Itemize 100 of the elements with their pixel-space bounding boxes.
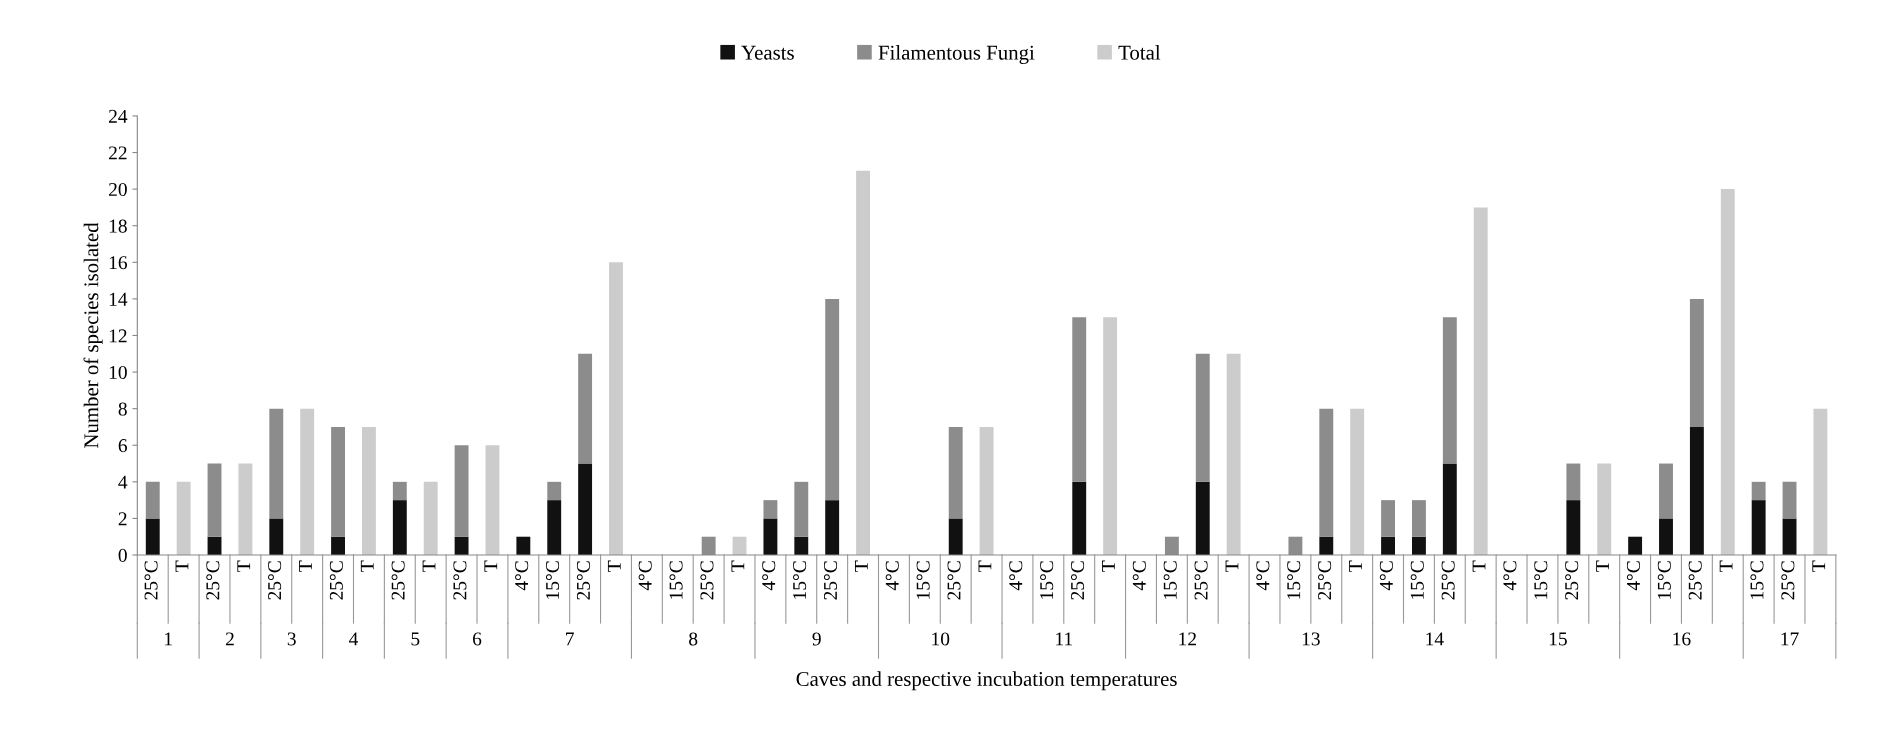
bar xyxy=(1720,189,1735,556)
x-tick-label: 25°C xyxy=(1194,561,1208,600)
x-tick-label: T xyxy=(299,560,312,572)
x-tick-label: T xyxy=(1102,560,1115,572)
x-tick-label: 4°C xyxy=(1009,561,1023,591)
x-tick-label: 25°C xyxy=(1070,561,1085,600)
bar xyxy=(145,481,160,519)
text: 14 xyxy=(1426,632,1444,646)
x-tick-label: 15°C xyxy=(1040,561,1054,599)
bar xyxy=(948,426,963,519)
text: 3 xyxy=(287,632,296,646)
bar xyxy=(1103,317,1118,556)
x-tick-label: 25°C xyxy=(206,561,220,600)
x-tick-label: 4°C xyxy=(1503,561,1517,591)
x-tick-label: 15°C xyxy=(1657,561,1671,599)
bar xyxy=(300,408,315,556)
bar xyxy=(331,426,345,537)
bar xyxy=(1319,536,1334,556)
x-tick-label: T xyxy=(360,560,374,572)
x-tick-label: T xyxy=(607,560,621,572)
x-tick-label: 4°C xyxy=(1256,561,1270,591)
x-tick-label: 4°C xyxy=(762,561,776,591)
y-tick-label: 20 xyxy=(109,182,127,197)
bar xyxy=(1659,518,1673,556)
y-tick-label: 12 xyxy=(109,329,127,343)
bar xyxy=(1751,500,1766,556)
x-tick-label: 15°C xyxy=(1287,561,1301,599)
bar xyxy=(1597,463,1612,556)
bar xyxy=(1782,481,1797,519)
x-tick-label: T xyxy=(1596,560,1609,572)
x-tick-label: 15°C xyxy=(793,561,807,599)
text: 17 xyxy=(1781,632,1799,646)
x-tick-label: T xyxy=(1472,560,1486,572)
y-tick-label: 0 xyxy=(118,548,127,562)
x-tick-label: 4°C xyxy=(1132,561,1146,591)
bar xyxy=(1319,408,1334,537)
bar xyxy=(454,536,469,556)
bar xyxy=(1195,481,1210,556)
x-tick-label: 25°C xyxy=(1318,561,1332,600)
text: 8 xyxy=(689,632,698,646)
legend-label: Filamentous Fungi xyxy=(878,45,1035,65)
bar xyxy=(269,518,284,556)
y-tick-label: 16 xyxy=(109,256,128,270)
bar xyxy=(361,426,376,556)
x-tick-label: 25°C xyxy=(823,561,838,600)
bar xyxy=(1072,481,1087,556)
bar xyxy=(578,463,593,556)
bar xyxy=(1473,207,1488,556)
bar xyxy=(547,481,562,501)
bar xyxy=(454,445,469,537)
bar xyxy=(1689,298,1704,427)
bar xyxy=(547,500,562,556)
x-tick-label: 25°C xyxy=(1781,561,1795,600)
y-tick-label: 4 xyxy=(118,475,128,489)
x-tick-label: 25°C xyxy=(1688,561,1702,600)
bar xyxy=(1411,500,1426,537)
x-tick-label: T xyxy=(1349,560,1362,572)
bar xyxy=(238,463,253,556)
x-tick-label: 15°C xyxy=(545,561,560,599)
bar xyxy=(392,500,407,556)
bar xyxy=(763,500,778,519)
bar xyxy=(1782,518,1797,556)
y-axis-title: Number of species isolated xyxy=(83,222,103,448)
x-tick-label: 25°C xyxy=(453,561,467,600)
x-tick-label: 15°C xyxy=(1534,561,1548,599)
y-tick-label: 18 xyxy=(109,219,127,233)
bar xyxy=(763,518,778,556)
text: 11 xyxy=(1056,632,1072,646)
bar xyxy=(1411,536,1426,556)
x-tick-label: 15°C xyxy=(1410,561,1424,599)
x-tick-label: 15°C xyxy=(1750,561,1764,599)
x-tick-label: 4°C xyxy=(1379,561,1393,591)
y-tick-label: 14 xyxy=(109,292,128,306)
bar xyxy=(1442,317,1457,464)
x-tick-label: 25°C xyxy=(576,561,590,600)
x-tick-label: T xyxy=(237,560,251,572)
text: 1 xyxy=(165,632,172,646)
x-tick-label: 25°C xyxy=(144,561,158,600)
bar xyxy=(1195,353,1210,482)
bar xyxy=(516,536,531,556)
x-tick-label: T xyxy=(1719,560,1733,572)
x-tick-label: 25°C xyxy=(1565,561,1579,600)
x-tick-label: 4°C xyxy=(885,561,899,591)
x-tick-label: 25°C xyxy=(268,561,282,600)
y-tick-label: 6 xyxy=(118,439,128,453)
x-tick-label: 25°C xyxy=(947,561,961,600)
bar xyxy=(269,408,284,519)
bar xyxy=(1381,536,1396,556)
bar xyxy=(1226,353,1241,556)
bar xyxy=(609,262,623,556)
bar xyxy=(392,481,407,501)
text: 15 xyxy=(1549,632,1567,646)
y-tick-label: 22 xyxy=(109,146,127,160)
bar xyxy=(794,536,809,556)
bar xyxy=(1381,500,1396,537)
bar xyxy=(825,500,840,556)
x-tick-label: T xyxy=(1225,560,1239,572)
bar xyxy=(979,426,994,556)
bar xyxy=(423,481,438,556)
x-tick-label: T xyxy=(175,560,189,572)
